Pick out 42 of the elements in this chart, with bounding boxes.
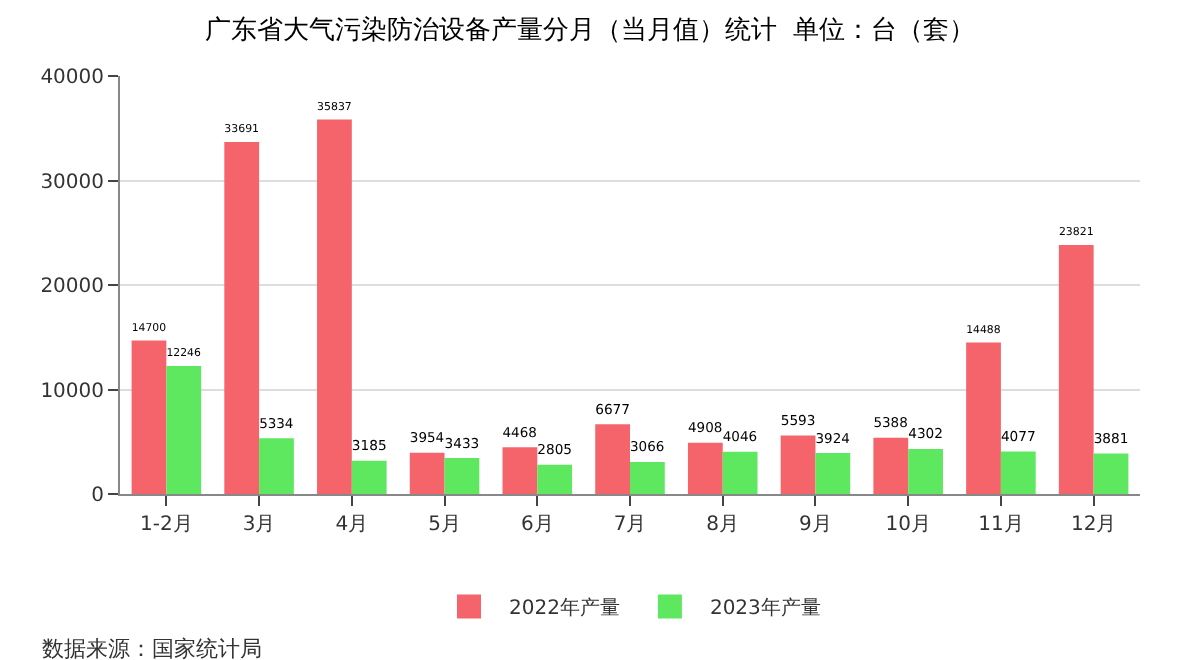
- y-tick-label: 10000: [40, 380, 104, 403]
- bar: [317, 119, 352, 494]
- x-tick-label: 6月: [520, 514, 554, 536]
- x-tick-label: 8月: [706, 514, 740, 536]
- y-tick-label: 40000: [40, 67, 104, 89]
- bar: [351, 460, 387, 494]
- x-tick-label: 7月: [613, 514, 647, 536]
- x-tick-label: 5月: [428, 514, 461, 536]
- bar: [224, 141, 260, 494]
- y-tick-label: 30000: [40, 171, 104, 194]
- x-tick-label: 9月: [799, 514, 832, 536]
- bar: [595, 424, 630, 494]
- x-tick-label: 11月: [978, 514, 1024, 536]
- bar: [1058, 245, 1094, 494]
- bar: [630, 461, 665, 494]
- bar: [259, 438, 294, 494]
- bar: [166, 366, 202, 494]
- x-tick-label: 3月: [242, 514, 276, 536]
- bar: [131, 340, 167, 494]
- x-tick-label: 1-2月: [140, 514, 193, 536]
- source-note: 数据来源：国家统计局: [42, 636, 262, 660]
- bar: [502, 447, 538, 494]
- legend-label: 2023年产量: [709, 596, 821, 621]
- bar: [537, 464, 573, 494]
- legend-label: 2022年产量: [509, 596, 620, 621]
- bar: [873, 437, 909, 494]
- x-tick-label: 4月: [335, 514, 369, 536]
- bar: [908, 449, 943, 494]
- y-tick-label: 0: [91, 485, 104, 507]
- bar: [1000, 451, 1036, 494]
- bar: [780, 435, 816, 494]
- bar: [815, 453, 851, 494]
- bar: [409, 452, 445, 494]
- bar: [1093, 453, 1129, 494]
- chart-title: 广东省大气污染防治设备产量分月（当月值）统计 单位：台（套）: [204, 16, 976, 46]
- bar: [687, 442, 723, 494]
- y-tick-label: 20000: [40, 276, 104, 298]
- bar: [444, 458, 480, 494]
- bar: [966, 342, 1001, 494]
- x-tick-label: 10月: [885, 514, 931, 536]
- bar: [722, 451, 758, 494]
- x-tick-label: 12月: [1070, 514, 1117, 536]
